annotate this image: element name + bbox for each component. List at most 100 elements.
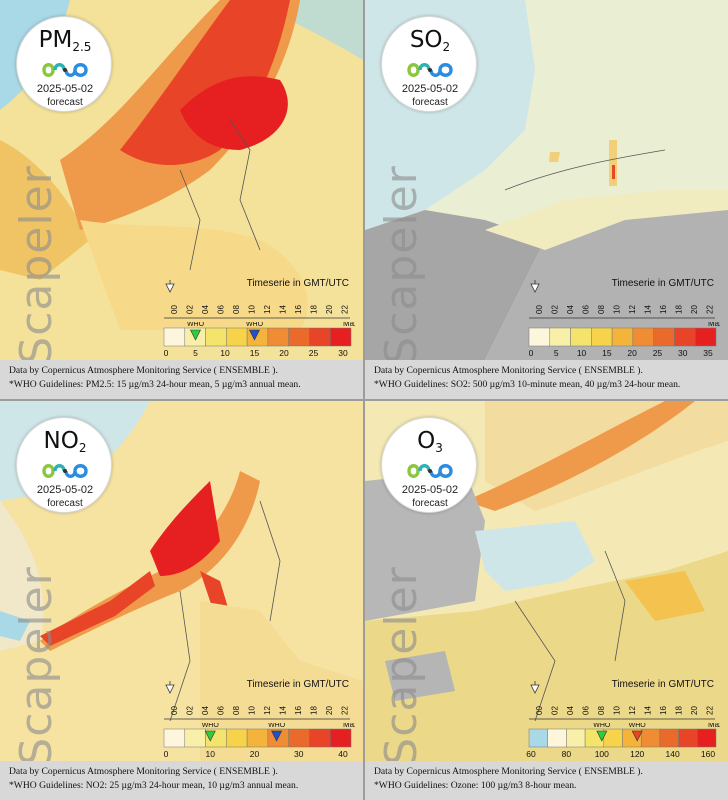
legend-swatch bbox=[694, 327, 717, 347]
current-time-arrow-icon[interactable] bbox=[165, 681, 175, 694]
time-tick-label[interactable]: 22 bbox=[706, 706, 715, 715]
time-tick-label[interactable]: 02 bbox=[186, 706, 195, 715]
time-tick-label[interactable]: 22 bbox=[706, 305, 715, 314]
time-tick-label[interactable]: 06 bbox=[582, 305, 591, 314]
no2-panel: NO2 2025-05-02 forecast Scapeler Timeser… bbox=[0, 401, 363, 800]
scapeler-logo-icon bbox=[407, 464, 453, 478]
forecast-label: forecast bbox=[412, 97, 448, 108]
time-tick-label[interactable]: 10 bbox=[613, 305, 622, 314]
data-source-text: Data by Copernicus Atmosphere Monitoring… bbox=[374, 365, 643, 376]
time-tick-label[interactable]: 18 bbox=[310, 706, 319, 715]
pm25-timeline[interactable]: 00 02 04 06 08 10 12 14 16 18 20 22 bbox=[160, 280, 355, 320]
current-time-arrow-icon[interactable] bbox=[530, 681, 540, 694]
so2-timeline[interactable]: 00 02 04 06 08 10 12 14 16 18 20 22 bbox=[525, 280, 720, 320]
legend-scale-label: 35 bbox=[703, 348, 713, 358]
who-guidelines-text: *WHO Guidelines: PM2.5: 15 µg/m3 24-hour… bbox=[9, 379, 301, 390]
legend-swatch bbox=[329, 327, 352, 347]
time-tick-label[interactable]: 08 bbox=[597, 706, 606, 715]
timeserie-label: Timeserie in GMT/UTC bbox=[611, 679, 714, 690]
legend-scale-label: 30 bbox=[338, 348, 348, 358]
time-tick-label[interactable]: 04 bbox=[201, 706, 210, 715]
forecast-date: 2025-05-02 bbox=[401, 83, 459, 95]
time-tick-label[interactable]: 14 bbox=[644, 706, 653, 715]
time-tick-label[interactable]: 02 bbox=[551, 706, 560, 715]
time-tick-label[interactable]: 18 bbox=[675, 706, 684, 715]
pollutant-title: SO2 bbox=[409, 27, 451, 54]
time-tick-label[interactable]: 06 bbox=[217, 305, 226, 314]
current-time-arrow-icon[interactable] bbox=[165, 280, 175, 293]
legend-scale-label: 5 bbox=[554, 348, 559, 358]
time-tick-label[interactable]: 14 bbox=[644, 305, 653, 314]
time-tick-label[interactable]: 12 bbox=[263, 305, 272, 314]
time-tick-label[interactable]: 08 bbox=[597, 305, 606, 314]
legend-scale-label: 60 bbox=[526, 749, 536, 759]
time-tick-label[interactable]: 00 bbox=[535, 706, 544, 715]
forecast-label: forecast bbox=[47, 498, 83, 509]
o3-timeline[interactable]: 00 02 04 06 08 10 12 14 16 18 20 22 bbox=[525, 681, 720, 721]
so2-panel: SO2 2025-05-02 forecast Scapeler Timeser… bbox=[365, 0, 728, 399]
legend-swatch bbox=[205, 327, 227, 347]
time-tick-label[interactable]: 06 bbox=[582, 706, 591, 715]
time-tick-label[interactable]: 04 bbox=[566, 305, 575, 314]
time-tick-label[interactable]: 04 bbox=[566, 706, 575, 715]
legend-swatch bbox=[611, 327, 634, 347]
time-tick-label[interactable]: 16 bbox=[659, 706, 668, 715]
time-tick-label[interactable]: 12 bbox=[263, 706, 272, 715]
timeserie-label: Timeserie in GMT/UTC bbox=[246, 278, 349, 289]
who-guideline-arrow-icon bbox=[249, 329, 260, 341]
time-tick-label[interactable]: 04 bbox=[201, 305, 210, 314]
current-time-arrow-icon[interactable] bbox=[530, 280, 540, 293]
time-tick-label[interactable]: 14 bbox=[279, 706, 288, 715]
time-tick-label[interactable]: 12 bbox=[628, 305, 637, 314]
legend-swatch bbox=[632, 327, 654, 347]
legend-scale-label: 30 bbox=[678, 348, 688, 358]
o3-legend: Max 60 80 100 120 140 160 WHO WHO bbox=[525, 723, 720, 761]
so2-legend: Max 0 5 10 15 20 25 30 35 bbox=[525, 322, 720, 360]
time-tick-label[interactable]: 00 bbox=[170, 305, 179, 314]
pm25-map-image bbox=[0, 0, 363, 360]
time-tick-label[interactable]: 10 bbox=[248, 706, 257, 715]
time-tick-label[interactable]: 10 bbox=[613, 706, 622, 715]
legend-scale-label: 0 bbox=[164, 749, 169, 759]
legend-scale-label: 20 bbox=[279, 348, 289, 358]
legend-swatch bbox=[163, 327, 186, 347]
no2-badge: NO2 2025-05-02 forecast bbox=[16, 417, 112, 513]
legend-swatch bbox=[329, 728, 352, 748]
who-guideline-arrow-icon bbox=[271, 730, 283, 742]
legend-scale-label: 160 bbox=[701, 749, 715, 759]
legend-max-label: Max bbox=[343, 723, 355, 729]
legend-swatch bbox=[570, 327, 592, 347]
time-tick-label[interactable]: 20 bbox=[690, 706, 699, 715]
time-tick-label[interactable]: 22 bbox=[341, 305, 350, 314]
time-tick-label[interactable]: 00 bbox=[535, 305, 544, 314]
time-tick-label[interactable]: 08 bbox=[232, 305, 241, 314]
time-tick-label[interactable]: 06 bbox=[217, 706, 226, 715]
legend-swatch bbox=[288, 327, 310, 347]
legend-scale-label: 140 bbox=[666, 749, 680, 759]
time-tick-label[interactable]: 16 bbox=[659, 305, 668, 314]
forecast-date: 2025-05-02 bbox=[36, 484, 94, 496]
time-tick-label[interactable]: 20 bbox=[325, 305, 334, 314]
time-tick-label[interactable]: 02 bbox=[186, 305, 195, 314]
time-tick-label[interactable]: 12 bbox=[628, 706, 637, 715]
time-tick-label[interactable]: 10 bbox=[248, 305, 257, 314]
time-tick-label[interactable]: 18 bbox=[310, 305, 319, 314]
data-source-text: Data by Copernicus Atmosphere Monitoring… bbox=[374, 766, 643, 777]
who-guideline-arrow-icon bbox=[190, 329, 201, 341]
time-tick-label[interactable]: 22 bbox=[341, 706, 350, 715]
time-tick-label[interactable]: 18 bbox=[675, 305, 684, 314]
legend-swatch bbox=[697, 728, 717, 748]
who-guidelines-text: *WHO Guidelines: NO2: 25 µg/m3 24-hour m… bbox=[9, 780, 299, 791]
time-tick-label[interactable]: 20 bbox=[690, 305, 699, 314]
time-tick-label[interactable]: 08 bbox=[232, 706, 241, 715]
time-tick-label[interactable]: 02 bbox=[551, 305, 560, 314]
legend-scale-label: 25 bbox=[653, 348, 663, 358]
no2-timeline[interactable]: 00 02 04 06 08 10 12 14 16 18 20 22 bbox=[160, 681, 355, 721]
time-tick-label[interactable]: 14 bbox=[279, 305, 288, 314]
no2-caption: Data by Copernicus Atmosphere Monitoring… bbox=[0, 761, 363, 800]
time-tick-label[interactable]: 20 bbox=[325, 706, 334, 715]
time-tick-label[interactable]: 16 bbox=[294, 706, 303, 715]
time-tick-label[interactable]: 00 bbox=[170, 706, 179, 715]
time-tick-label[interactable]: 16 bbox=[294, 305, 303, 314]
o3-caption: Data by Copernicus Atmosphere Monitoring… bbox=[365, 761, 728, 800]
